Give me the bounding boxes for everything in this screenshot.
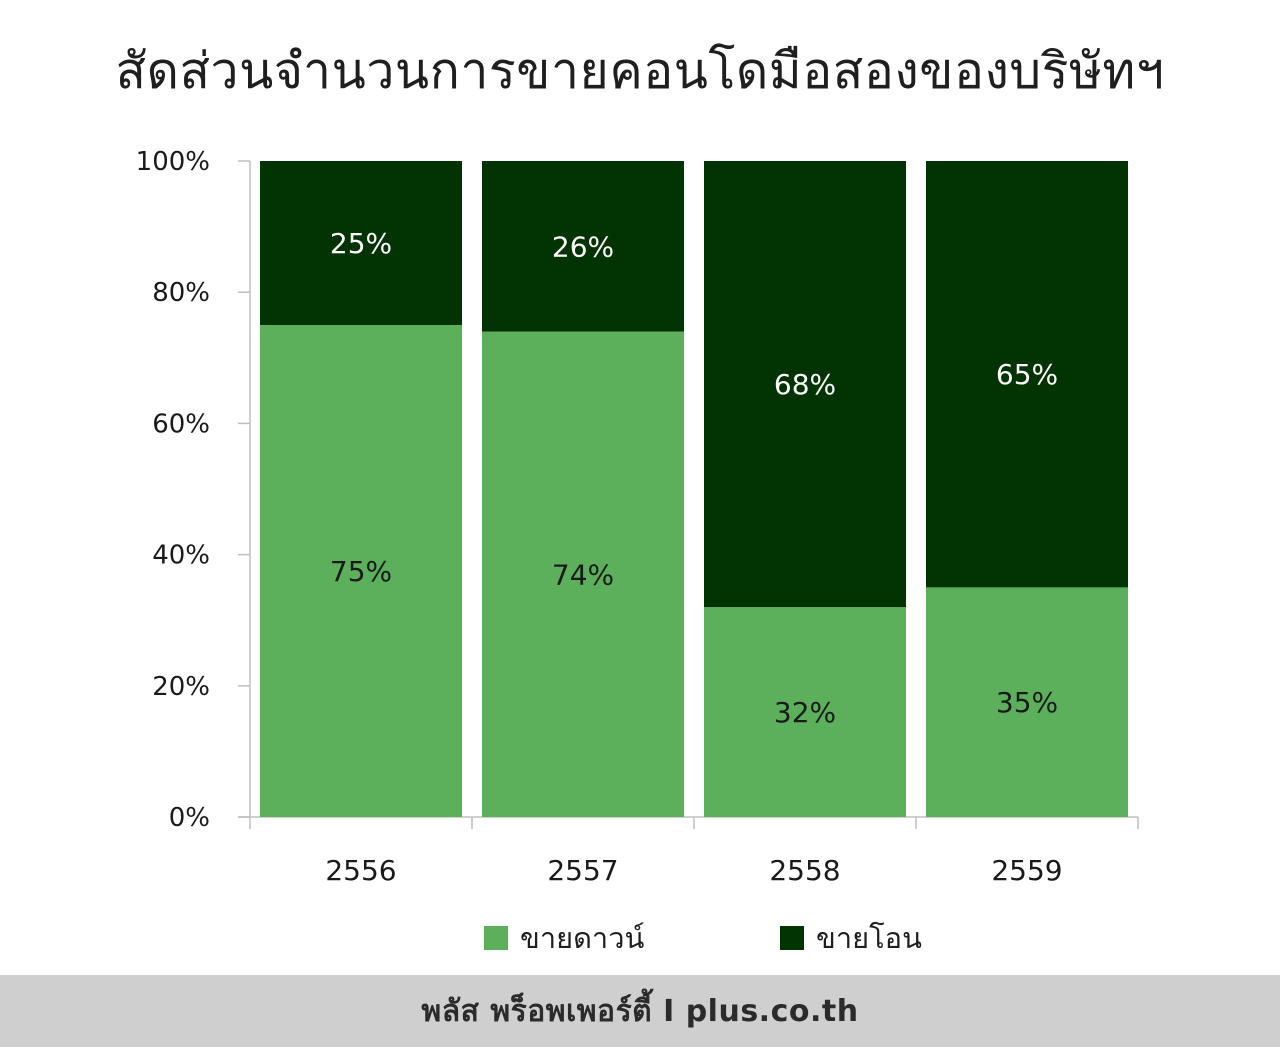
bar-segment (703, 161, 907, 608)
bar-value-label: 35% (996, 686, 1058, 719)
y-tick-label: 100% (136, 147, 210, 177)
bar-value-label: 32% (774, 696, 836, 729)
legend-item-transfer: ขายโอน (780, 915, 922, 961)
stacked-bar-chart: 0% 20% 40% 60% 80% 100% 75% 25% 2556 74% 26% 2557 32… (136, 147, 1139, 887)
bar-segment (259, 161, 463, 325)
chart-title: สัดส่วนจำนวนการขายคอนโดมือสองของบริษัทฯ (115, 42, 1165, 100)
y-tick-label: 80% (152, 278, 210, 308)
y-tick-label: 0% (169, 803, 210, 833)
legend-item-down-payment: ขายดาวน์ (484, 915, 644, 961)
x-tick-label: 2556 (325, 854, 396, 887)
bar-segment (259, 325, 463, 817)
bar-value-label: 75% (330, 555, 392, 588)
bar-value-label: 65% (996, 358, 1058, 391)
bar-segment (703, 607, 907, 817)
legend-label-transfer: ขายโอน (816, 921, 922, 955)
y-tick-label: 40% (152, 541, 210, 571)
footer-text: พลัส พร็อพเพอร์ตี้ I plus.co.th (421, 993, 859, 1029)
x-tick-label: 2557 (547, 854, 618, 887)
x-tick-label: 2558 (769, 854, 840, 887)
chart-legend: ขายดาวน์ ขายโอน (0, 915, 1280, 961)
bar-value-label: 25% (330, 227, 392, 260)
y-tick-label: 20% (152, 672, 210, 702)
legend-swatch-transfer (780, 926, 804, 950)
x-tick-label: 2559 (991, 854, 1062, 887)
bar-segment (925, 161, 1129, 588)
bar-segment (925, 587, 1129, 817)
bar-segment (481, 161, 685, 332)
bar-segment (481, 331, 685, 817)
y-tick-label: 60% (152, 409, 210, 439)
bar-value-label: 68% (774, 368, 836, 401)
bar-value-label: 26% (552, 230, 614, 263)
legend-label-down-payment: ขายดาวน์ (520, 921, 645, 955)
legend-swatch-down-payment (484, 926, 508, 950)
footer-bar: พลัส พร็อพเพอร์ตี้ I plus.co.th (0, 975, 1280, 1047)
bar-value-label: 74% (552, 558, 614, 591)
